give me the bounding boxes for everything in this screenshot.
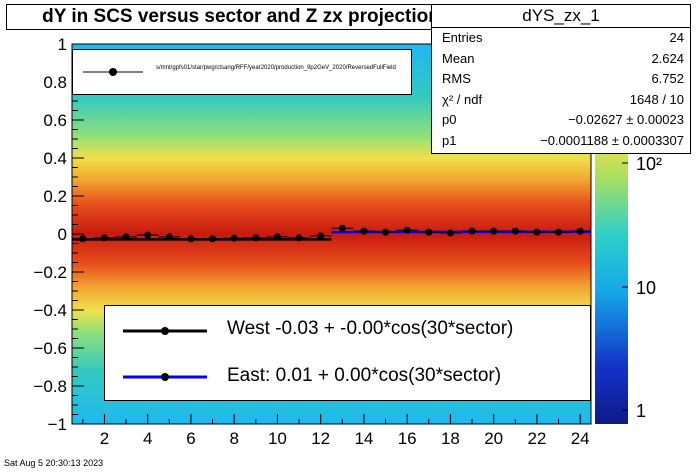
data-point (446, 229, 454, 237)
stats-name: dYS_zx_1 (432, 5, 690, 28)
x-tick-label: 14 (354, 429, 373, 448)
stats-row: p0 −0.02627 ± 0.00023 (432, 110, 690, 131)
legend-top: s/mnt/gpfs01/star/pwg/ctsang/RFF/year202… (72, 49, 412, 95)
data-point (295, 234, 303, 242)
color-scale-tick-label: 10 (636, 278, 656, 298)
legend-top-marker (83, 68, 143, 76)
data-point (403, 226, 411, 234)
stats-value: 24 (669, 30, 684, 45)
axes: 2 4 6 8 10 12 14 16 18 20 22 24−1−0.8−0.6−0.4−0.200… (33, 35, 592, 448)
stats-value: −0.0001188 ± 0.0003307 (540, 132, 684, 148)
x-tick-label: 10 (268, 429, 287, 448)
stats-value: 1648 / 10 (629, 91, 684, 107)
x-tick-label: 18 (441, 429, 460, 448)
stats-value: −0.02627 ± 0.00023 (568, 112, 684, 128)
x-tick-label: 22 (527, 429, 546, 448)
stats-row: RMS 6.752 (432, 69, 690, 90)
color-scale-tick-label: 1 (636, 401, 646, 421)
y-tick-label: 0.8 (43, 73, 67, 92)
x-tick-label: 16 (398, 429, 417, 448)
stats-value: 6.752 (651, 71, 684, 87)
x-tick-label: 2 (100, 429, 109, 448)
y-tick-label: 0.4 (43, 149, 67, 168)
data-point (79, 235, 87, 243)
stats-box: dYS_zx_1 Entries 24 Mean 2.624 RMS 6.752 χ²… (431, 4, 691, 154)
data-point (511, 227, 519, 235)
x-tick-label: 6 (186, 429, 195, 448)
y-tick-label: 0 (58, 225, 67, 244)
chart-title: dY in SCS versus sector and Z zx project… (6, 4, 476, 30)
stats-row: χ² / ndf 1648 / 10 (432, 90, 690, 111)
legend-top-path: s/mnt/gpfs01/star/pwg/ctsang/RFF/year202… (156, 65, 396, 71)
stats-label: Mean (442, 50, 475, 66)
x-tick-label: 4 (143, 429, 152, 448)
stats-label: χ² / ndf (442, 91, 483, 107)
stats-label: Entries (442, 30, 483, 45)
data-point (230, 234, 238, 242)
stats-row: p1 −0.0001188 ± 0.0003307 (432, 131, 690, 152)
legend-entry-west: West -0.03 + -0.00*cos(30*sector) (227, 318, 514, 339)
legend-bottom-markers (123, 327, 207, 381)
data-point (533, 228, 541, 236)
data-point (187, 235, 195, 243)
data-point (317, 232, 325, 240)
y-tick-label: −0.2 (33, 263, 67, 282)
x-tick-label: 12 (311, 429, 330, 448)
stats-label: p1 (442, 132, 457, 148)
data-point (468, 227, 476, 235)
data-point (209, 235, 217, 243)
color-scale-tick-label: 10² (636, 154, 662, 174)
y-tick-label: 0.6 (43, 111, 67, 130)
data-marks (72, 224, 592, 243)
data-point (425, 228, 433, 236)
data-point (144, 231, 152, 239)
data-point (252, 234, 260, 242)
timestamp: Sat Aug 5 20:30:13 2023 (4, 458, 104, 468)
y-tick-label: −0.8 (33, 377, 67, 396)
x-tick-label: 24 (571, 429, 590, 448)
data-point (338, 224, 346, 232)
stats-row: Entries 24 (432, 28, 690, 49)
data-point (100, 234, 108, 242)
stats-label: p0 (442, 112, 457, 128)
y-tick-label: −1 (48, 415, 67, 434)
legend-entry-east: East: 0.01 + 0.00*cos(30*sector) (227, 365, 502, 386)
stats-row: Mean 2.624 (432, 49, 690, 70)
y-tick-label: −0.4 (33, 301, 67, 320)
data-point (382, 228, 390, 236)
y-tick-label: 1 (58, 35, 67, 54)
data-point (165, 233, 173, 241)
x-tick-label: 8 (229, 429, 238, 448)
stats-value: 2.624 (651, 50, 684, 66)
data-point (490, 227, 498, 235)
y-tick-label: −0.6 (33, 339, 67, 358)
data-point (576, 227, 584, 235)
x-tick-label: 20 (484, 429, 503, 448)
data-point (122, 233, 130, 241)
y-tick-label: 0.2 (43, 187, 67, 206)
data-point (273, 233, 281, 241)
data-point (555, 228, 563, 236)
legend-bottom: West -0.03 + -0.00*cos(30*sector) East: … (104, 305, 591, 401)
data-point (360, 227, 368, 235)
stats-label: RMS (442, 71, 471, 87)
